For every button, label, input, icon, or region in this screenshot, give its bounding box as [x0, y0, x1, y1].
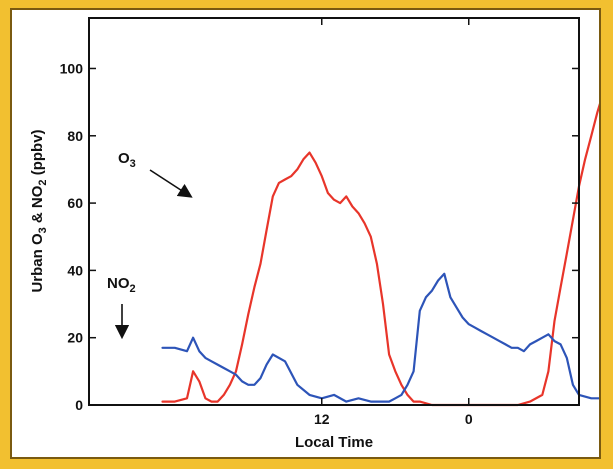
plot-border: [88, 17, 580, 406]
y-axis-label: Urban O3 & NO2 (ppbv): [29, 129, 49, 292]
y-tick-label: 20: [67, 330, 83, 346]
y-tick-label: 0: [75, 397, 83, 413]
y-tick-label: 40: [67, 262, 83, 278]
y-tick-label: 60: [67, 195, 83, 211]
no2-series-line: [161, 272, 599, 403]
no2-annotation-label: NO2: [107, 275, 136, 295]
y-tick-label: 100: [60, 60, 84, 76]
x-axis-label: Local Time: [295, 434, 373, 451]
y-tick-label: 80: [67, 128, 83, 144]
x-tick-label: 0: [465, 411, 473, 427]
o3-annotation-label: O3: [118, 150, 136, 170]
o3-annotation-arrow: [149, 169, 193, 198]
chart-frame: 12012020406080100 Local Time Urban O3 & …: [10, 8, 601, 459]
line-chart: 12012020406080100 Local Time Urban O3 & …: [29, 17, 599, 451]
x-tick-label: 12: [314, 411, 330, 427]
